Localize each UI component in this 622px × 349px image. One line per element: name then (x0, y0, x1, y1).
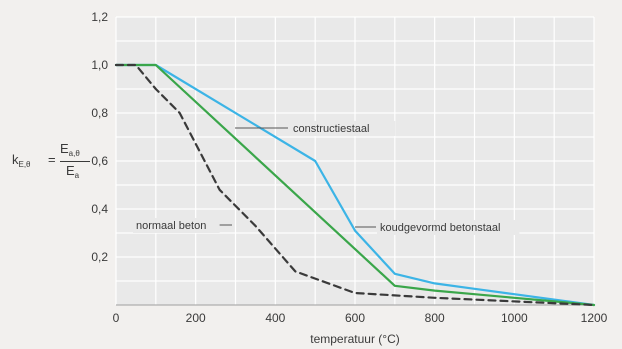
series-line-constructiestaal (114, 63, 596, 307)
fraction-line (60, 161, 90, 162)
x-tick-label: 600 (345, 311, 365, 325)
annotation-label: normaal beton (136, 220, 206, 232)
series-line-koudgevormd-betonstaal (114, 63, 596, 307)
y-label-denominator: Ea (66, 163, 80, 180)
series-group (114, 63, 596, 307)
x-tick-label: 200 (186, 311, 206, 325)
y-axis-label: kE,θ = Ea,θ Ea (8, 140, 92, 184)
y-label-symbol-sub: E,θ (18, 160, 31, 169)
x-tick-label: 800 (425, 311, 445, 325)
series-line-normaal-beton (114, 63, 596, 307)
x-tick-label: 400 (265, 311, 285, 325)
x-tick-label: 1200 (581, 311, 608, 325)
y-label-numerator: Ea,θ (60, 141, 80, 158)
y-tick-label: 0,4 (91, 202, 108, 216)
annotation-label: constructiestaal (293, 123, 369, 135)
annotation-bg (133, 218, 220, 233)
y-label-denominator-sub: a (74, 171, 80, 180)
y-tick-label: 1,2 (91, 10, 108, 24)
x-axis-label: temperatuur (°C) (310, 332, 400, 346)
x-tick-label: 1000 (501, 311, 528, 325)
annotations: constructiestaal koudgevormd betonstaal no… (133, 121, 520, 235)
y-label-numerator-sub: a,θ (68, 149, 80, 158)
axes: 0 200 400 600 800 1000 1200 0,2 0,4 0,6 0,8 1,0 1,2 (91, 10, 607, 325)
annotation-bg (377, 220, 520, 235)
grid (115, 16, 595, 306)
annotation-label: koudgevormd betonstaal (380, 222, 500, 234)
x-tick-label: 0 (113, 311, 120, 325)
y-tick-label: 0,2 (91, 250, 108, 264)
y-label-equals: = (48, 152, 56, 167)
y-tick-label: 0,8 (91, 106, 108, 120)
y-tick-label: 1,0 (91, 58, 108, 72)
y-label-symbol: kE,θ (12, 152, 31, 169)
y-tick-label: 0,6 (91, 154, 108, 168)
annotation-bg (290, 121, 396, 136)
